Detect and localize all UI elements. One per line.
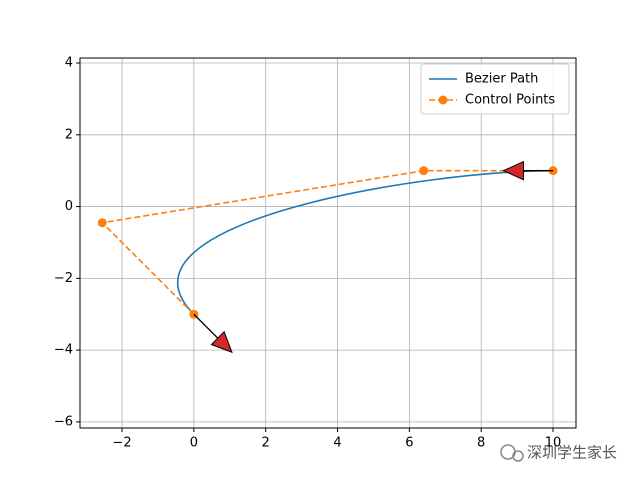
y-tick-label: 2: [65, 127, 73, 142]
x-tick-label: 6: [405, 436, 413, 451]
y-tick-label: 4: [65, 56, 73, 71]
arrow-head: [502, 160, 524, 181]
x-tick-label: −2: [112, 436, 131, 451]
y-tick-label: −4: [54, 343, 73, 358]
x-tick-label: 2: [262, 436, 270, 451]
y-tick-label: −6: [54, 414, 73, 429]
legend-marker: [438, 95, 448, 105]
watermark-icon: [512, 450, 524, 462]
arrow-head: [210, 330, 233, 354]
control-point: [97, 218, 107, 228]
legend-box: [420, 63, 570, 115]
x-tick-label: 8: [477, 436, 485, 451]
watermark: 深圳学生家长: [500, 444, 617, 462]
axes-frame: [79, 57, 577, 429]
legend-label: Control Points: [465, 93, 555, 108]
control-point: [419, 166, 429, 176]
arrow: [502, 160, 554, 181]
plot-area: [80, 58, 576, 428]
legend: Bezier Path Control Points: [420, 63, 570, 115]
y-tick-label: −2: [54, 271, 73, 286]
x-tick-label: 4: [333, 436, 341, 451]
x-tick-label: 10: [545, 436, 562, 451]
legend-label: Bezier Path: [465, 72, 538, 87]
arrow: [193, 313, 233, 354]
control-polygon: [100, 169, 554, 315]
x-tick-label: 0: [190, 436, 198, 451]
watermark-text: 深圳学生家长: [527, 444, 617, 462]
y-tick-label: 0: [65, 199, 73, 214]
bezier-path: [176, 169, 554, 315]
